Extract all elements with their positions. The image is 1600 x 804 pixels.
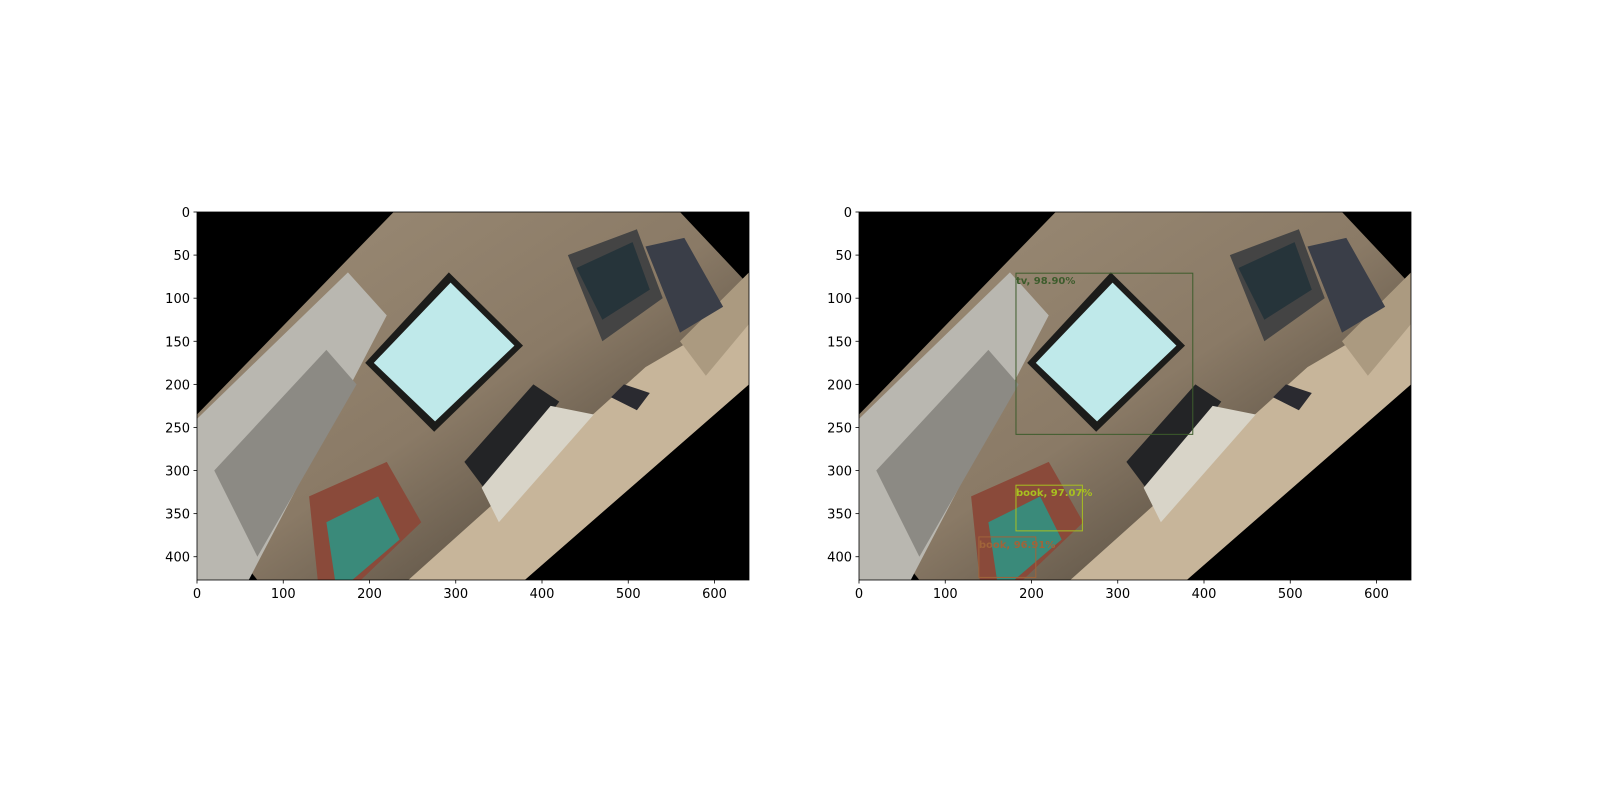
x-tick-label: 100 (271, 587, 296, 602)
scene-shape (876, 349, 1019, 557)
y-tick-label: 250 (165, 421, 190, 436)
scene-shape (1342, 272, 1411, 376)
image (197, 212, 749, 580)
y-tick-label: 350 (165, 508, 190, 523)
y-tick-label: 200 (827, 378, 852, 393)
x-tick-label: 200 (1019, 587, 1044, 602)
y-tick-label: 0 (182, 206, 190, 221)
scene-shape (1307, 237, 1386, 333)
x-tick-label: 200 (357, 587, 382, 602)
y-tick-label: 200 (165, 378, 190, 393)
scene-shape (214, 349, 357, 557)
scene-shape (1273, 384, 1312, 411)
detection-box (1015, 272, 1194, 435)
scene-shape (464, 384, 560, 497)
x-tick-label: 0 (193, 587, 201, 602)
y-tick-label: 300 (827, 465, 852, 480)
y-tick-label: 50 (835, 249, 852, 264)
x-tick-label: 300 (1105, 587, 1130, 602)
scene-shape (481, 405, 594, 523)
scene-shape (611, 384, 650, 411)
x-tick-label: 500 (1278, 587, 1303, 602)
detection-label: book, 96.91% (979, 540, 1055, 551)
y-tick-label: 300 (165, 465, 190, 480)
y-tick-label: 400 (165, 551, 190, 566)
scene-shape (576, 242, 650, 320)
x-tick-label: 500 (616, 587, 641, 602)
axes-frame (196, 211, 750, 581)
x-tick-label: 400 (1192, 587, 1217, 602)
x-tick-label: 100 (933, 587, 958, 602)
scene-shape (1070, 306, 1411, 580)
detection-box (978, 536, 1037, 578)
scene-shape (326, 496, 400, 580)
scene-shape (408, 306, 749, 580)
detection-label: tv, 98.90% (1016, 276, 1075, 287)
x-tick-label: 600 (702, 587, 727, 602)
x-tick-label: 600 (1364, 587, 1389, 602)
y-tick-label: 150 (827, 335, 852, 350)
scene-shape (1143, 405, 1256, 523)
detection-label: book, 97.07% (1016, 488, 1092, 499)
y-tick-label: 400 (827, 551, 852, 566)
scene-shape (988, 496, 1062, 580)
x-tick-label: 0 (855, 587, 863, 602)
image (859, 212, 1411, 580)
scene-shape (1126, 384, 1222, 497)
scene-shape (645, 237, 724, 333)
x-tick-label: 400 (530, 587, 555, 602)
scene-shape (1035, 282, 1177, 422)
y-tick-label: 350 (827, 508, 852, 523)
axes-frame (858, 211, 1412, 581)
scene-shape (373, 282, 515, 422)
y-tick-label: 100 (165, 292, 190, 307)
y-tick-label: 100 (827, 292, 852, 307)
y-tick-label: 0 (844, 206, 852, 221)
x-tick-label: 300 (443, 587, 468, 602)
y-tick-label: 150 (165, 335, 190, 350)
y-tick-label: 50 (173, 249, 190, 264)
scene-shape (1238, 242, 1312, 320)
detection-box (1015, 484, 1083, 532)
y-tick-label: 250 (827, 421, 852, 436)
scene-shape (680, 272, 749, 376)
